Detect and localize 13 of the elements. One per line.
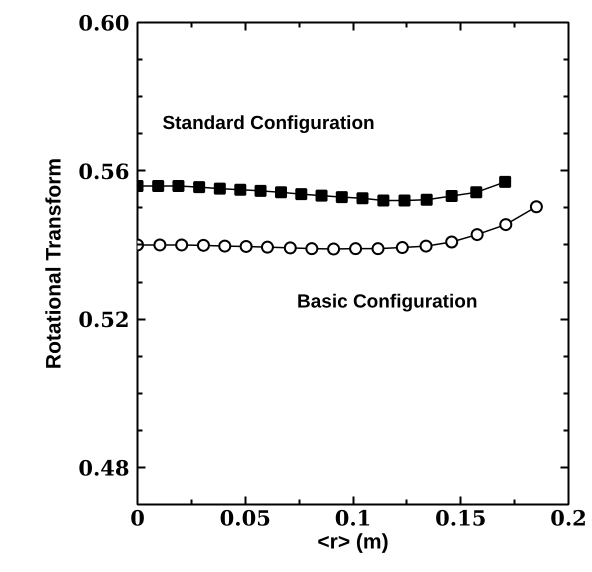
y-tick-label: 0.60 [78, 10, 130, 36]
x-tick-label: 0.2 [550, 506, 587, 530]
x-tick-label: 0.15 [435, 506, 486, 530]
y-axis-title: Rotational Transform [42, 158, 66, 370]
legend-label: Standard Configuration [162, 113, 375, 134]
x-tick-label: 0.05 [220, 506, 271, 530]
y-tick-label: 0.56 [78, 158, 130, 184]
y-tick-label: 0.52 [78, 307, 130, 332]
y-tick-label: 0.48 [78, 455, 130, 480]
x-tick-label: 0 [130, 506, 145, 530]
x-tick-label: 0.1 [334, 506, 372, 530]
x-axis-title: <r> (m) [317, 530, 389, 554]
text: Basic Configuration [296, 292, 478, 313]
